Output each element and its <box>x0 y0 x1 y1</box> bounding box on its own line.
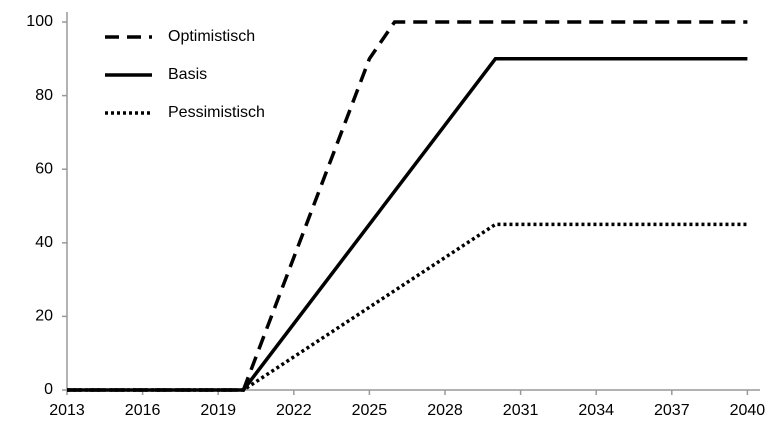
y-tick-label: 80 <box>35 87 53 104</box>
series-line <box>67 222 748 392</box>
x-tick-label: 2034 <box>578 402 614 419</box>
series-line <box>67 57 748 392</box>
y-tick-label: 40 <box>35 234 53 251</box>
y-tick-label: 20 <box>35 308 53 325</box>
legend-label: Optimistisch <box>168 28 255 45</box>
y-tick-label: 100 <box>26 13 53 30</box>
legend-label: Pessimistisch <box>168 104 265 121</box>
y-tick-label: 60 <box>35 160 53 177</box>
x-tick-label: 2025 <box>352 402 388 419</box>
x-tick-label: 2028 <box>427 402 463 419</box>
x-tick-label: 2016 <box>125 402 161 419</box>
legend-label: Basis <box>168 66 207 83</box>
x-tick-label: 2040 <box>730 402 766 419</box>
y-tick-label: 0 <box>44 381 53 398</box>
x-tick-label: 2022 <box>276 402 312 419</box>
x-tick-label: 2013 <box>49 402 85 419</box>
x-tick-label: 2019 <box>200 402 236 419</box>
x-tick-label: 2037 <box>654 402 690 419</box>
x-tick-label: 2031 <box>503 402 539 419</box>
